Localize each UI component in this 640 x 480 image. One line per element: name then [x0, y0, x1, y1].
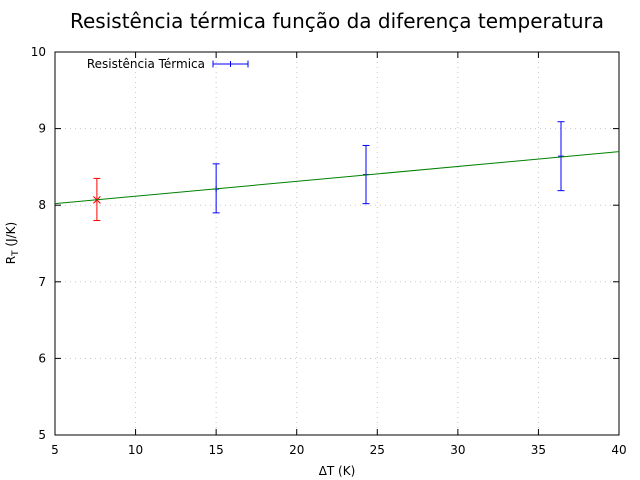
x-tick-label: 10 [128, 443, 143, 457]
x-tick-label: 20 [289, 443, 304, 457]
axis-ticks: 5 10 15 20 25 30 35 40 5 6 7 8 9 10 [31, 45, 627, 457]
y-tick-label: 8 [38, 198, 46, 212]
x-tick-label: 5 [51, 443, 59, 457]
chart-title: Resistência térmica função da diferença … [70, 9, 604, 33]
fit-line [54, 151, 620, 205]
y-tick-label: 6 [38, 351, 46, 365]
plot-frame [54, 51, 620, 436]
x-tick-label: 40 [611, 443, 626, 457]
y-axis-label-main: R [4, 256, 18, 264]
x-tick-label: 30 [450, 443, 465, 457]
y-tick-label: 7 [38, 275, 46, 289]
x-tick-label: 25 [370, 443, 385, 457]
x-axis-label: ΔT (K) [319, 464, 356, 478]
x-tick-label: 35 [531, 443, 546, 457]
legend-sample [212, 60, 249, 68]
y-axis-label-sub: T [11, 250, 21, 257]
y-tick-label: 9 [38, 122, 46, 136]
legend-label: Resistência Térmica [87, 57, 205, 71]
grid [55, 52, 619, 435]
y-axis-label: RT (J/K) [4, 222, 21, 264]
legend: Resistência Térmica [87, 57, 249, 71]
x-tick-label: 15 [209, 443, 224, 457]
data-marks [54, 121, 620, 222]
y-tick-label: 10 [31, 45, 46, 59]
y-tick-label: 5 [38, 428, 46, 442]
y-axis-label-unit: (J/K) [4, 222, 18, 251]
